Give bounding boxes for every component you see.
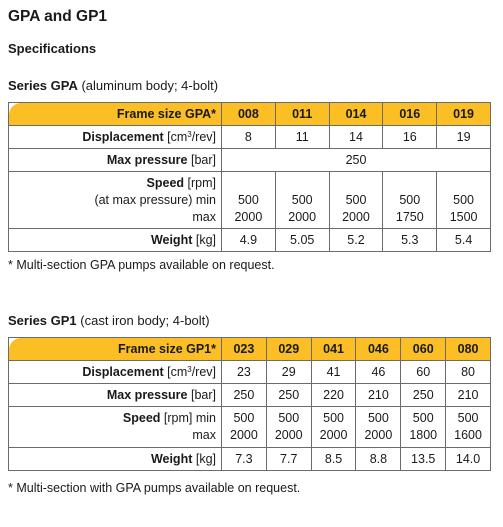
gp1-footnote: * Multi-section with GPA pumps available… xyxy=(8,481,301,495)
gpa-weight-value: 5.2 xyxy=(328,228,384,252)
series-gp1-desc: (cast iron body; 4-bolt) xyxy=(76,313,210,328)
gp1-displacement-value: 60 xyxy=(400,360,447,384)
gp1-pressure-label: Max pressure [bar] xyxy=(8,383,222,407)
gp1-code: 041 xyxy=(310,337,357,361)
gp1-code: 060 xyxy=(400,337,447,361)
gp1-weight-value: 8.5 xyxy=(310,447,357,471)
gpa-displacement-row: Displacement [cm3/rev] 8 11 14 16 19 xyxy=(8,125,491,149)
gp1-displacement-row: Displacement [cm3/rev] 23 29 41 46 60 80 xyxy=(8,360,491,384)
gpa-displacement-value: 11 xyxy=(274,125,330,149)
gp1-displacement-value: 41 xyxy=(310,360,357,384)
gpa-pressure-value: 250 xyxy=(221,148,491,172)
gp1-pressure-value: 220 xyxy=(310,383,357,407)
gp1-pressure-value: 250 xyxy=(221,383,267,407)
gp1-weight-row: Weight [kg] 7.3 7.7 8.5 8.8 13.5 14.0 xyxy=(8,447,491,471)
gp1-speed-cell: 500 2000 xyxy=(310,406,357,448)
gp1-displacement-value: 46 xyxy=(355,360,402,384)
gpa-weight-label: Weight [kg] xyxy=(8,228,222,252)
gpa-speed-label: Speed [rpm] (at max pressure) min max xyxy=(8,171,222,229)
gp1-speed-cell: 500 2000 xyxy=(221,406,267,448)
gpa-speed-row: Speed [rpm] (at max pressure) min max 50… xyxy=(8,171,491,229)
gp1-code: 023 xyxy=(221,337,267,361)
gpa-footnote: * Multi-section GPA pumps available on r… xyxy=(8,258,275,272)
gp1-speed-cell: 500 2000 xyxy=(355,406,402,448)
series-gp1-heading: Series GP1 (cast iron body; 4-bolt) xyxy=(8,313,210,328)
gpa-weight-value: 5.05 xyxy=(274,228,330,252)
gp1-speed-row: Speed [rpm] min max 500 2000 500 2000 500 2… xyxy=(8,406,491,448)
gp1-speed-cell: 500 1800 xyxy=(400,406,447,448)
gp1-speed-cell: 500 2000 xyxy=(265,406,312,448)
gpa-code: 016 xyxy=(382,102,438,126)
gp1-code: 046 xyxy=(355,337,402,361)
gpa-pressure-label: Max pressure [bar] xyxy=(8,148,222,172)
series-gpa-name: Series GPA xyxy=(8,78,78,93)
gpa-pressure-row: Max pressure [bar] 250 xyxy=(8,148,491,172)
gpa-weight-value: 5.3 xyxy=(382,228,438,252)
gp1-pressure-value: 250 xyxy=(400,383,447,407)
gp1-pressure-value: 210 xyxy=(355,383,402,407)
gpa-speed-cell: 500 2000 xyxy=(274,171,330,229)
gp1-weight-value: 13.5 xyxy=(400,447,447,471)
gpa-code: 008 xyxy=(221,102,276,126)
series-gp1-name: Series GP1 xyxy=(8,313,77,328)
gp1-weight-value: 14.0 xyxy=(445,447,491,471)
gpa-weight-value: 5.4 xyxy=(436,228,491,252)
page-title: GPA and GP1 xyxy=(8,8,108,25)
gp1-spec-table: Frame size GP1* 023 029 041 046 060 080 … xyxy=(8,337,491,471)
gp1-weight-value: 7.7 xyxy=(265,447,312,471)
gp1-code: 080 xyxy=(445,337,491,361)
series-gpa-desc: (aluminum body; 4-bolt) xyxy=(77,78,219,93)
gpa-weight-row: Weight [kg] 4.9 5.05 5.2 5.3 5.4 xyxy=(8,228,491,252)
gp1-frame-row: Frame size GP1* 023 029 041 046 060 080 xyxy=(8,337,491,361)
gp1-speed-label: Speed [rpm] min max xyxy=(8,406,222,448)
gpa-displacement-value: 8 xyxy=(221,125,276,149)
gpa-speed-cell: 500 2000 xyxy=(221,171,276,229)
gpa-frame-label: Frame size GPA* xyxy=(8,102,222,126)
gpa-frame-row: Frame size GPA* 008 011 014 016 019 xyxy=(8,102,491,126)
gpa-displacement-label: Displacement [cm3/rev] xyxy=(8,125,222,149)
gp1-pressure-value: 250 xyxy=(265,383,312,407)
gp1-displacement-value: 80 xyxy=(445,360,491,384)
gp1-frame-label: Frame size GP1* xyxy=(8,337,222,361)
gpa-speed-cell: 500 2000 xyxy=(328,171,384,229)
gp1-displacement-value: 29 xyxy=(265,360,312,384)
gpa-displacement-value: 19 xyxy=(436,125,491,149)
gp1-code: 029 xyxy=(265,337,312,361)
gpa-code: 011 xyxy=(274,102,330,126)
gp1-weight-value: 8.8 xyxy=(355,447,402,471)
gp1-weight-label: Weight [kg] xyxy=(8,447,222,471)
series-gpa-heading: Series GPA (aluminum body; 4-bolt) xyxy=(8,78,218,93)
page-subtitle: Specifications xyxy=(8,41,97,56)
gpa-spec-table: Frame size GPA* 008 011 014 016 019 Disp… xyxy=(8,102,491,252)
gp1-displacement-value: 23 xyxy=(221,360,267,384)
gpa-speed-cell: 500 1500 xyxy=(436,171,491,229)
gp1-displacement-label: Displacement [cm3/rev] xyxy=(8,360,222,384)
gpa-code: 014 xyxy=(328,102,384,126)
gp1-pressure-value: 210 xyxy=(445,383,491,407)
gpa-displacement-value: 14 xyxy=(328,125,384,149)
gp1-speed-cell: 500 1600 xyxy=(445,406,491,448)
gpa-displacement-value: 16 xyxy=(382,125,438,149)
gpa-code: 019 xyxy=(436,102,491,126)
gpa-speed-cell: 500 1750 xyxy=(382,171,438,229)
gp1-pressure-row: Max pressure [bar] 250 250 220 210 250 2… xyxy=(8,383,491,407)
gp1-weight-value: 7.3 xyxy=(221,447,267,471)
gpa-weight-value: 4.9 xyxy=(221,228,276,252)
